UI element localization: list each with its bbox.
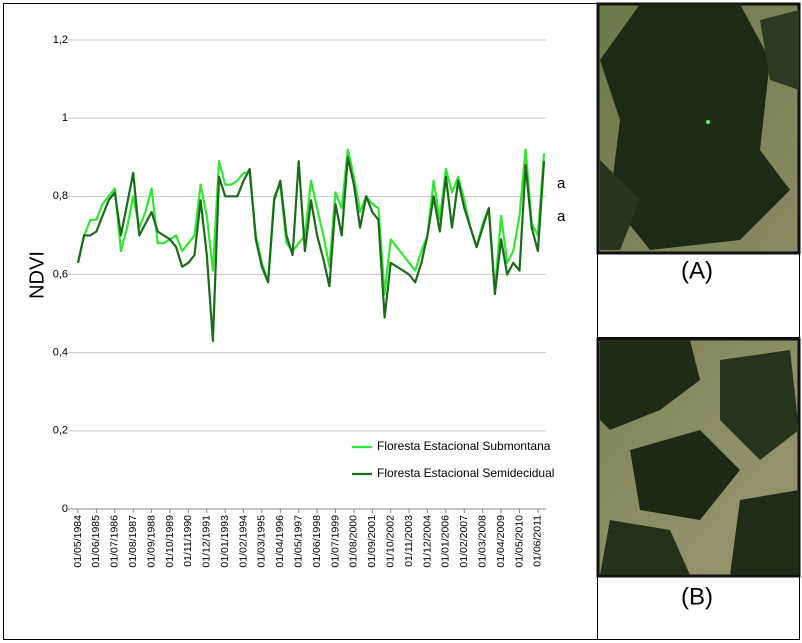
x-tick-label: 01/06/2011 bbox=[532, 515, 544, 567]
annotation: a bbox=[557, 208, 566, 225]
y-tick-label: 1 bbox=[62, 112, 68, 124]
y-tick-label: 0,2 bbox=[53, 425, 68, 437]
plot: 0 0,2 0,4 0,6 0,8 1 1,2 01/05/1984 01/06/1985 01/… bbox=[53, 34, 555, 568]
x-tick-label: 01/07/1986 bbox=[109, 515, 121, 568]
x-tick-label: 01/09/2001 bbox=[366, 515, 378, 568]
x-tick-label: 01/11/2003 bbox=[403, 515, 415, 567]
y-tick-label: 0,4 bbox=[53, 347, 68, 359]
x-tick-label: 01/03/1995 bbox=[256, 515, 268, 568]
x-tick-label: 01/12/2004 bbox=[421, 515, 433, 568]
y-tick-label: 1,2 bbox=[53, 34, 68, 46]
legend-label: Floresta Estacional Semidecidual bbox=[377, 466, 554, 480]
y-tick-label: 0,6 bbox=[53, 268, 68, 280]
y-tick-label: 0 bbox=[62, 503, 68, 515]
x-tick-label: 01/07/1999 bbox=[329, 515, 341, 568]
x-tick-label: 01/05/1997 bbox=[293, 515, 305, 568]
x-tick-label: 01/05/2010 bbox=[513, 515, 525, 568]
x-tick-label: 01/12/1991 bbox=[201, 515, 213, 568]
x-tick-label: 01/04/2009 bbox=[495, 515, 507, 568]
y-tick-label: 0,8 bbox=[53, 190, 68, 202]
x-tick-label: 01/05/1984 bbox=[72, 515, 84, 568]
x-tick-label: 01/01/1993 bbox=[219, 515, 231, 568]
series-line bbox=[76, 148, 546, 296]
series-line bbox=[76, 156, 546, 342]
x-tick-label: 01/04/1996 bbox=[274, 515, 286, 568]
x-tick-label: 01/09/1988 bbox=[145, 515, 157, 568]
x-tick-label: 01/08/2000 bbox=[348, 515, 360, 568]
x-tick-label: 01/02/1994 bbox=[237, 515, 249, 568]
image-caption: (A) bbox=[681, 257, 713, 284]
x-tick-label: 01/01/2006 bbox=[440, 515, 452, 568]
x-tick-label: 01/10/1989 bbox=[164, 515, 176, 568]
x-tick-label: 01/08/1987 bbox=[127, 515, 139, 568]
y-axis-label: NDVI bbox=[26, 251, 48, 299]
annotation: a bbox=[557, 175, 566, 192]
x-tick-label: 01/06/1998 bbox=[311, 515, 323, 568]
x-tick-label: 01/06/1985 bbox=[90, 515, 102, 568]
image-caption: (B) bbox=[681, 583, 713, 610]
x-tick-label: 01/11/1990 bbox=[182, 515, 194, 567]
x-tick-label: 01/02/2007 bbox=[458, 515, 470, 568]
legend-label: Floresta Estacional Submontana bbox=[377, 439, 551, 453]
satellite-image-b bbox=[596, 337, 801, 578]
x-tick-label: 01/03/2008 bbox=[476, 515, 488, 568]
satellite-image-a bbox=[596, 2, 801, 255]
x-tick-label: 01/10/2002 bbox=[384, 515, 396, 568]
